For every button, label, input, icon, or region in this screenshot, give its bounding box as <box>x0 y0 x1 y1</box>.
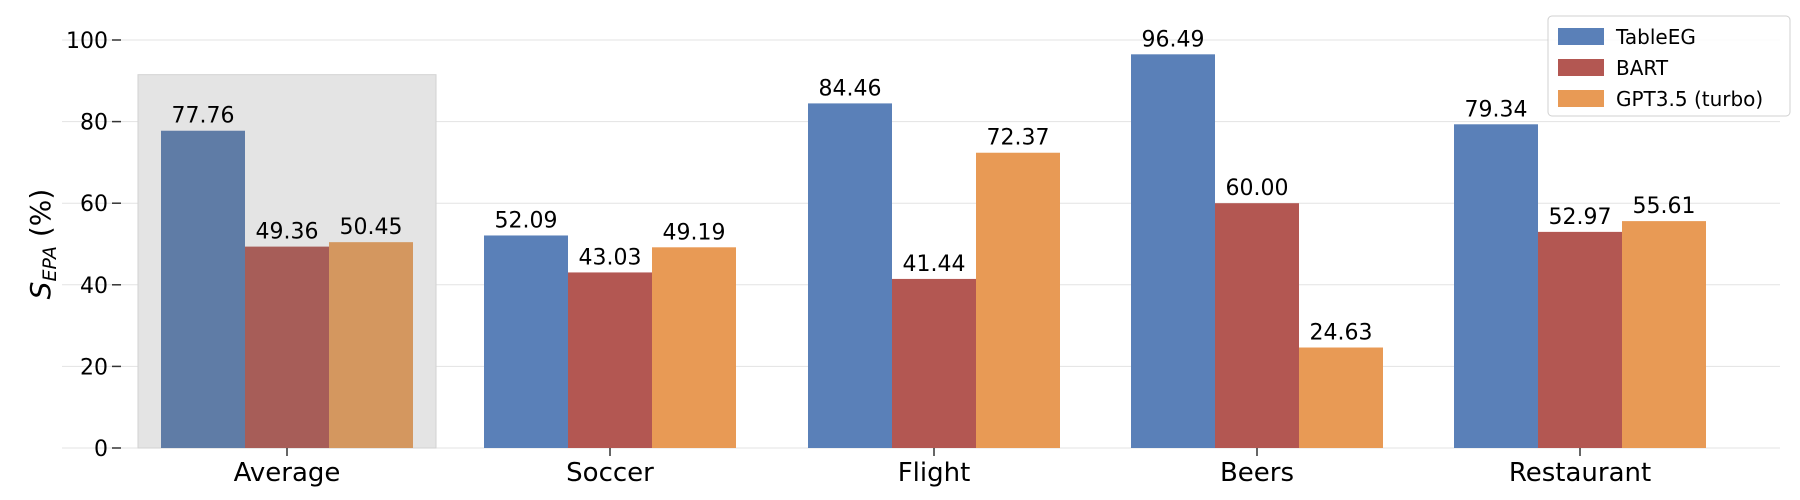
legend-label: BART <box>1616 56 1669 80</box>
y-tick-label: 0 <box>94 437 108 462</box>
data-label: 72.37 <box>987 126 1050 151</box>
bar-bart-flight <box>892 278 976 448</box>
data-label: 49.19 <box>663 220 726 245</box>
x-tick-label: Restaurant <box>1509 458 1651 488</box>
legend: TableEG BART GPT3.5 (turbo) <box>1547 15 1791 117</box>
bar-tableeg-beers <box>1131 54 1215 448</box>
bars <box>161 54 1706 449</box>
y-axis-label: SEPA (%) <box>24 189 61 300</box>
data-label: 43.03 <box>579 245 642 270</box>
data-label: 96.49 <box>1142 27 1205 52</box>
bar-gpt3-5-turbo-average <box>329 242 413 448</box>
bar-tableeg-flight <box>808 103 892 448</box>
data-label: 52.97 <box>1549 205 1612 230</box>
x-tick-label: Flight <box>898 458 971 488</box>
legend-swatch <box>1558 28 1604 45</box>
bar-gpt3-5-turbo-soccer <box>652 247 736 448</box>
data-labels: 77.76 49.36 50.45 52.09 43.03 49.19 84.46 41.44… <box>172 27 1696 345</box>
y-tick-label: 100 <box>66 29 108 54</box>
x-tick-label: Beers <box>1220 458 1294 488</box>
y-tick-label: 60 <box>80 192 108 217</box>
bar-tableeg-restaurant <box>1454 124 1538 449</box>
legend-label: GPT3.5 (turbo) <box>1616 87 1763 111</box>
y-tick-label: 40 <box>80 274 108 299</box>
data-label: 55.61 <box>1633 194 1696 219</box>
legend-label: TableEG <box>1615 25 1696 49</box>
data-label: 79.34 <box>1465 97 1528 122</box>
y-axis-label-suffix: (%) <box>24 189 57 246</box>
data-label: 77.76 <box>172 104 235 129</box>
bar-bart-restaurant <box>1538 231 1622 448</box>
legend-swatch <box>1558 59 1604 76</box>
y-axis-label-base: S <box>24 282 57 300</box>
bar-tableeg-soccer <box>484 235 568 448</box>
data-label: 60.00 <box>1226 176 1289 201</box>
data-label: 52.09 <box>495 208 558 233</box>
legend-box <box>1547 15 1791 117</box>
bar-bart-beers <box>1215 203 1299 448</box>
data-label: 24.63 <box>1310 321 1373 346</box>
y-tick-label: 20 <box>80 355 108 380</box>
data-label: 41.44 <box>903 252 966 277</box>
bar-bart-average <box>245 246 329 448</box>
legend-swatch <box>1558 90 1604 107</box>
y-axis: 0 20 40 60 80 100 <box>66 29 121 462</box>
x-axis: Average Soccer Flight Beers Restaurant <box>234 448 1651 488</box>
bar-gpt3-5-turbo-beers <box>1299 347 1383 448</box>
data-label: 50.45 <box>340 215 403 240</box>
x-tick-label: Average <box>234 458 341 488</box>
data-label: 49.36 <box>256 220 319 245</box>
y-axis-label-subscript: EPA <box>39 246 61 282</box>
x-tick-label: Soccer <box>566 458 654 488</box>
bar-tableeg-average <box>161 130 245 448</box>
bar-gpt3-5-turbo-restaurant <box>1622 221 1706 448</box>
bar-gpt3-5-turbo-flight <box>976 152 1060 448</box>
bar-bart-soccer <box>568 272 652 448</box>
data-label: 84.46 <box>819 76 882 101</box>
y-tick-label: 80 <box>80 111 108 136</box>
